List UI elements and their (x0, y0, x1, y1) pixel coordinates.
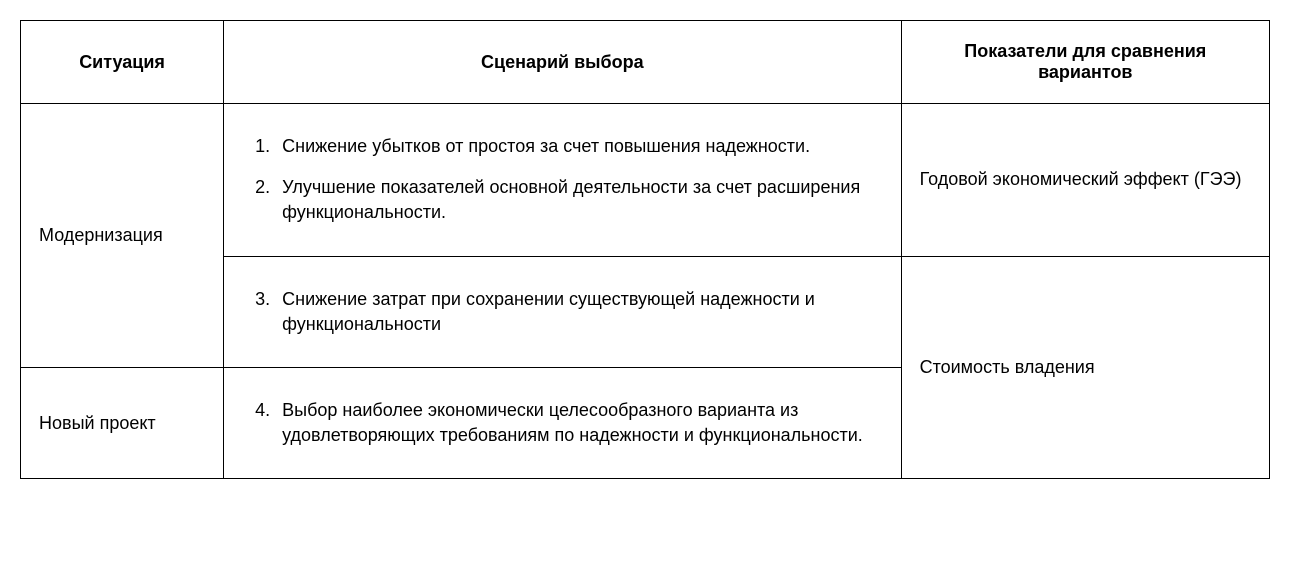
comparison-table: Ситуация Сценарий выбора Показатели для … (20, 20, 1270, 479)
scenario-item: Снижение убытков от простоя за счет повы… (274, 126, 882, 167)
table-row: Модернизация Снижение убытков от простоя… (21, 104, 1270, 257)
header-metric: Показатели для сравнения вариантов (901, 21, 1269, 104)
scenario-item: Снижение затрат при сохранении существую… (274, 279, 882, 345)
cell-metric-gee: Годовой экономический эффект (ГЭЭ) (901, 104, 1269, 257)
scenario-item: Выбор наиболее экономически целесообразн… (274, 390, 882, 456)
cell-situation-modernization: Модернизация (21, 104, 224, 368)
cell-situation-new-project: Новый проект (21, 367, 224, 478)
cell-metric-ownership-cost: Стоимость владения (901, 256, 1269, 479)
cell-scenario-3: Снижение затрат при сохранении существую… (224, 256, 901, 367)
cell-scenario-4: Выбор наиболее экономически целесообразн… (224, 367, 901, 478)
scenario-item: Улучшение показателей основной деятельно… (274, 167, 882, 233)
cell-scenario-1-2: Снижение убытков от простоя за счет повы… (224, 104, 901, 257)
header-situation: Ситуация (21, 21, 224, 104)
table-header-row: Ситуация Сценарий выбора Показатели для … (21, 21, 1270, 104)
scenario-list: Снижение убытков от простоя за счет повы… (242, 126, 882, 234)
header-scenario: Сценарий выбора (224, 21, 901, 104)
scenario-list: Выбор наиболее экономически целесообразн… (242, 390, 882, 456)
scenario-list: Снижение затрат при сохранении существую… (242, 279, 882, 345)
